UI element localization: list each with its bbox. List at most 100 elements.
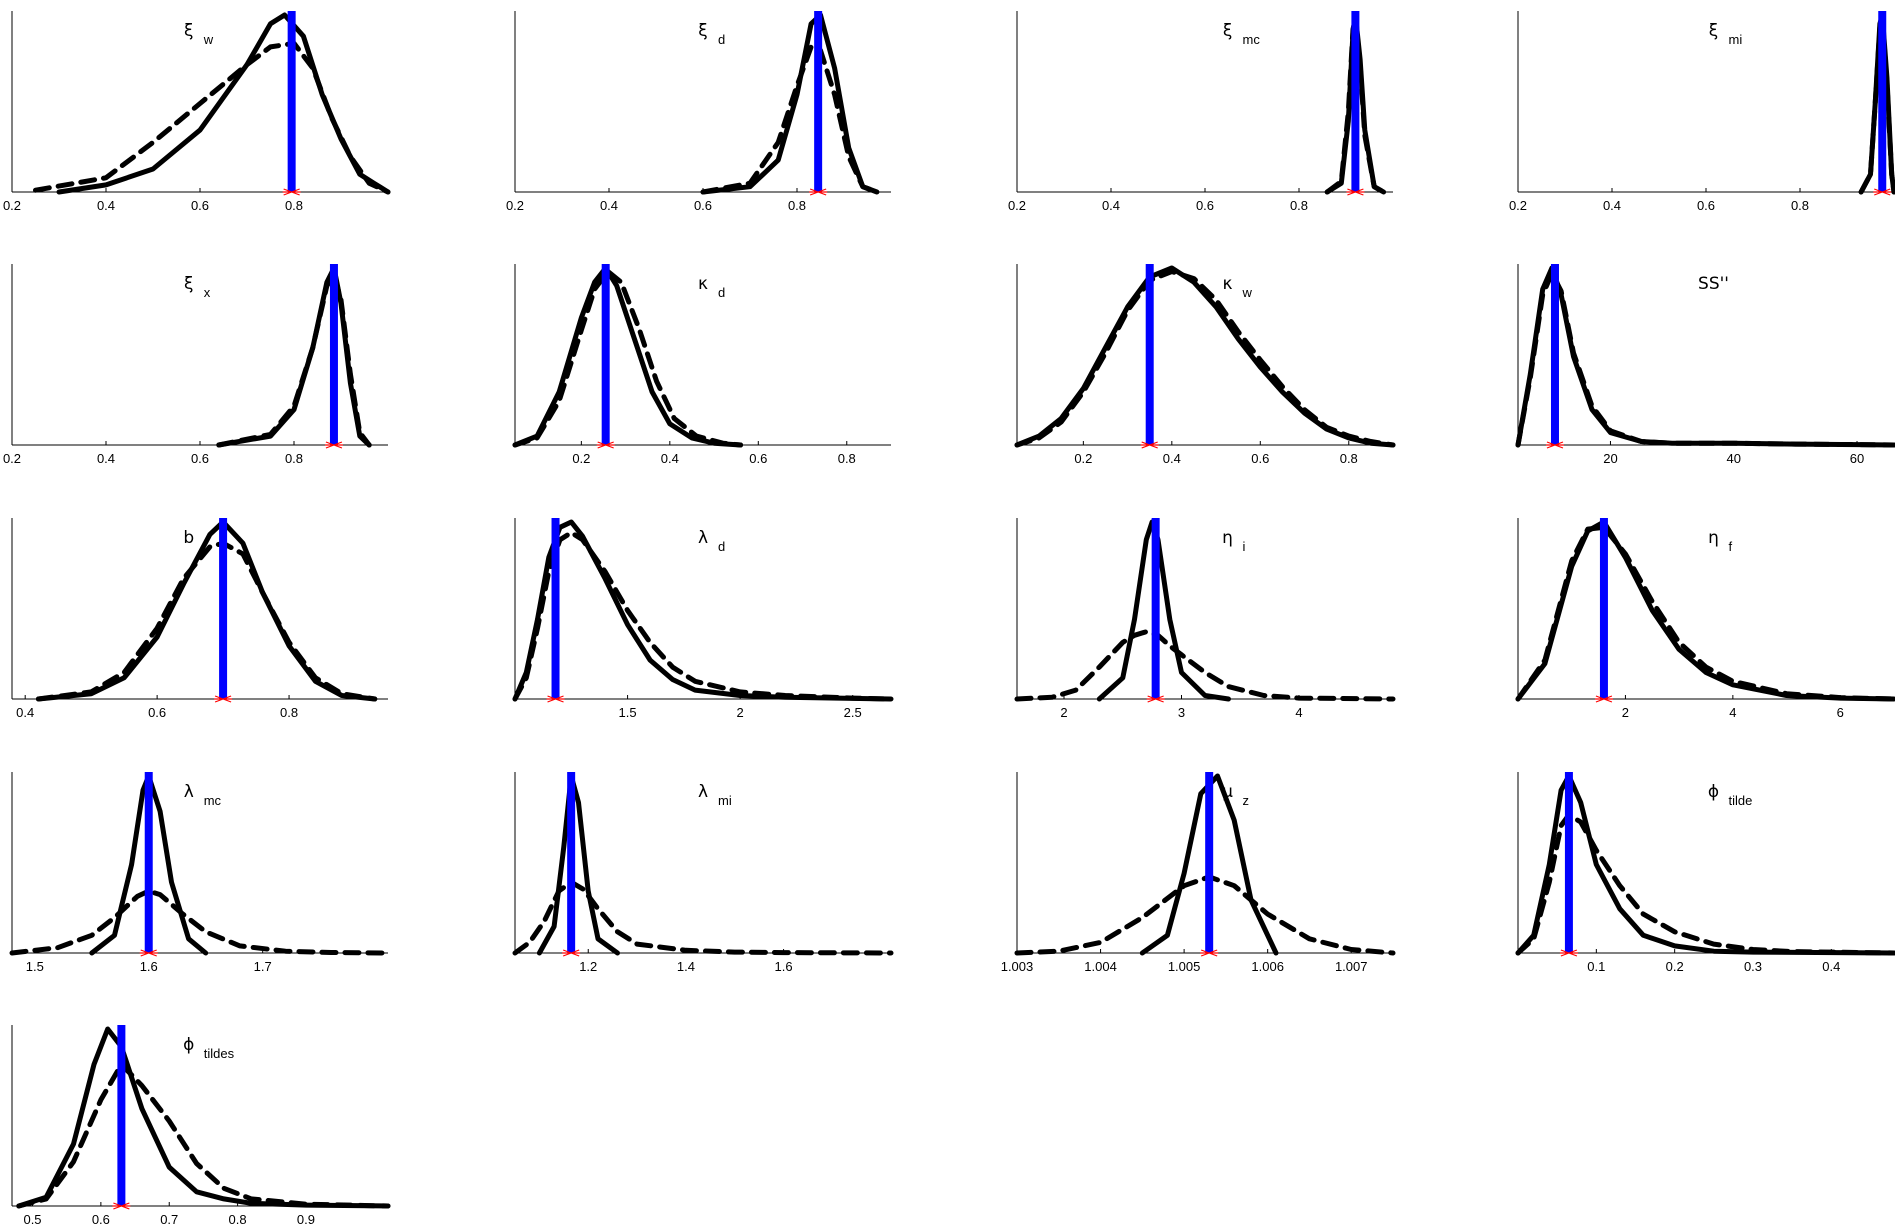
x-tick-label: 0.6	[191, 198, 209, 213]
density-panel: 0.4 0.6 0.8 b	[12, 518, 388, 720]
prior-density-line	[1017, 632, 1393, 699]
density-panel: 0.2 0.4 0.6 0.8 κ d	[515, 264, 891, 466]
panel-title-subscript: i	[1243, 539, 1246, 554]
panel-title-symbol: η	[1222, 528, 1233, 548]
prior-density-line	[219, 275, 369, 445]
x-tick-label: 1.003	[1001, 959, 1034, 974]
panel-title-symbol: ξ	[184, 21, 193, 41]
x-tick-label: 1.7	[254, 959, 272, 974]
panel-title-symbol: ξ	[1223, 21, 1232, 41]
panel-title-symbol: ξ	[184, 274, 193, 294]
panel-title-subscript: z	[1243, 793, 1250, 808]
panel-title-symbol: η	[1708, 528, 1719, 548]
prior-density-line	[38, 543, 374, 699]
x-tick-label: 2	[1622, 705, 1629, 720]
panel-title-subscript: x	[204, 285, 211, 300]
panel-title-symbol: ϕ	[183, 1035, 194, 1055]
panel-title-symbol: λ	[184, 782, 194, 802]
panel-title-symbol: λ	[698, 528, 708, 548]
x-tick-label: 0.4	[16, 705, 34, 720]
density-panel: 1.003 1.004 1.005 1.006 1.007μ z	[1001, 772, 1393, 974]
panel-title-subscript: d	[718, 285, 725, 300]
prior-density-line	[1017, 877, 1393, 953]
panel-title-subscript: mc	[1243, 32, 1261, 47]
x-tick-label: 60	[1850, 451, 1864, 466]
x-tick-label: 1.6	[140, 959, 158, 974]
x-tick-label: 0.4	[97, 198, 115, 213]
x-tick-label: 0.8	[280, 705, 298, 720]
posterior-density-line	[1099, 522, 1228, 699]
x-tick-label: 0.1	[1587, 959, 1605, 974]
x-tick-label: 1.2	[579, 959, 597, 974]
x-tick-label: 0.2	[1008, 198, 1026, 213]
density-panel: 2 4 6 η f	[1518, 518, 1894, 720]
x-tick-label: 0.2	[572, 451, 590, 466]
x-tick-label: 0.4	[1603, 198, 1621, 213]
panel-title-symbol: SS''	[1698, 274, 1729, 294]
x-tick-label: 1.005	[1168, 959, 1201, 974]
x-tick-label: 0.4	[1822, 959, 1840, 974]
density-panel: 1.5 1.6 1.7 λ mc	[12, 772, 388, 974]
x-tick-label: 0.8	[285, 451, 303, 466]
prior-density-line	[515, 533, 891, 699]
x-tick-label: 0.2	[1509, 198, 1527, 213]
x-tick-label: 1.6	[775, 959, 793, 974]
x-tick-label: 4	[1295, 705, 1302, 720]
posterior-density-line	[539, 776, 617, 953]
x-tick-label: 0.8	[1290, 198, 1308, 213]
panel-title-subscript: f	[1729, 539, 1733, 554]
x-tick-label: 0.6	[749, 451, 767, 466]
x-tick-label: 0.5	[23, 1212, 41, 1227]
density-panel: 1.5 2 2.5λ d	[515, 518, 891, 720]
x-tick-label: 0.6	[92, 1212, 110, 1227]
density-panel: 2 3 4 η i	[1017, 518, 1393, 720]
panel-title-symbol: ϕ	[1708, 782, 1719, 802]
panel-title-subscript: tilde	[1729, 793, 1753, 808]
panel-title-subscript: d	[718, 539, 725, 554]
x-tick-label: 0.6	[191, 451, 209, 466]
x-tick-label: 0.4	[600, 198, 618, 213]
x-tick-label: 1.5	[619, 705, 637, 720]
x-tick-label: 40	[1727, 451, 1741, 466]
density-panel: 0.2 0.4 0.6 0.8 ξ mc	[1008, 11, 1393, 213]
x-tick-label: 0.6	[694, 198, 712, 213]
x-tick-label: 20	[1603, 451, 1617, 466]
density-panel: 0.2 0.4 0.6 0.8 ξ mi	[1509, 11, 1894, 213]
x-tick-label: 1.004	[1084, 959, 1117, 974]
x-tick-label: 3	[1178, 705, 1185, 720]
density-panel: 0.2 0.4 0.6 0.8ξ d	[506, 11, 891, 213]
x-tick-label: 0.8	[838, 451, 856, 466]
x-tick-label: 0.2	[506, 198, 524, 213]
density-panel: 0.2 0.4 0.6 0.8 κ w	[1017, 264, 1393, 466]
panel-title-symbol: ξ	[1709, 21, 1718, 41]
panel-title-subscript: mi	[1729, 32, 1743, 47]
x-tick-label: 0.9	[297, 1212, 315, 1227]
x-tick-label: 0.4	[1163, 451, 1181, 466]
density-panel: 1.2 1.4 1.6 λ mi	[515, 772, 891, 974]
x-tick-label: 0.4	[97, 451, 115, 466]
x-tick-label: 2.5	[844, 705, 862, 720]
density-panel: 0.2 0.4 0.6 0.8 ξ w	[3, 11, 388, 213]
x-tick-label: 0.8	[285, 198, 303, 213]
panel-title-symbol: λ	[698, 782, 708, 802]
panel-title-symbol: ξ	[698, 21, 707, 41]
x-tick-label: 0.4	[661, 451, 679, 466]
panel-title-subscript: w	[203, 32, 214, 47]
panel-title-subscript: w	[1242, 285, 1253, 300]
panel-title-subscript: tildes	[204, 1046, 235, 1061]
x-tick-label: 4	[1729, 705, 1736, 720]
x-tick-label: 0.4	[1102, 198, 1120, 213]
posterior-density-line	[1017, 268, 1393, 445]
x-tick-label: 0.8	[229, 1212, 247, 1227]
panel-title-symbol: b	[183, 528, 194, 548]
x-tick-label: 0.2	[3, 198, 21, 213]
x-tick-label: 0.6	[1697, 198, 1715, 213]
posterior-density-line	[1518, 522, 1894, 699]
prior-density-line	[515, 272, 741, 446]
x-tick-label: 2	[1060, 705, 1067, 720]
x-tick-label: 0.2	[1666, 959, 1684, 974]
x-tick-label: 6	[1837, 705, 1844, 720]
posterior-density-line	[515, 522, 891, 699]
x-tick-label: 0.8	[788, 198, 806, 213]
